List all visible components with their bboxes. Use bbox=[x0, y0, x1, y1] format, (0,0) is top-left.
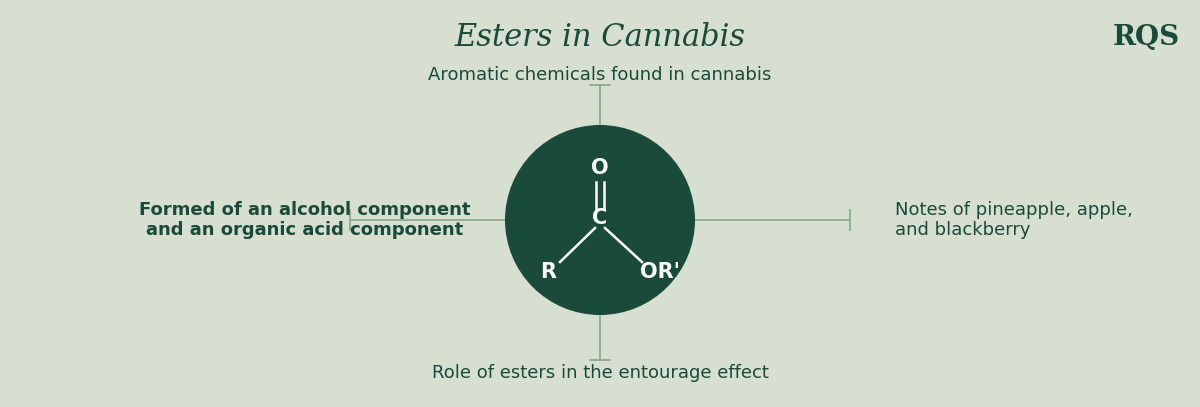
Text: RQS: RQS bbox=[1112, 24, 1180, 52]
Text: Esters in Cannabis: Esters in Cannabis bbox=[455, 22, 745, 53]
Text: O: O bbox=[592, 158, 608, 178]
Text: Notes of pineapple, apple,
and blackberry: Notes of pineapple, apple, and blackberr… bbox=[895, 201, 1133, 239]
Circle shape bbox=[505, 125, 695, 315]
Text: R: R bbox=[540, 262, 556, 282]
Text: C: C bbox=[593, 208, 607, 228]
Text: Role of esters in the entourage effect: Role of esters in the entourage effect bbox=[432, 364, 768, 382]
Text: Aromatic chemicals found in cannabis: Aromatic chemicals found in cannabis bbox=[428, 66, 772, 84]
Text: OR': OR' bbox=[640, 262, 680, 282]
Text: Formed of an alcohol component
and an organic acid component: Formed of an alcohol component and an or… bbox=[139, 201, 470, 239]
